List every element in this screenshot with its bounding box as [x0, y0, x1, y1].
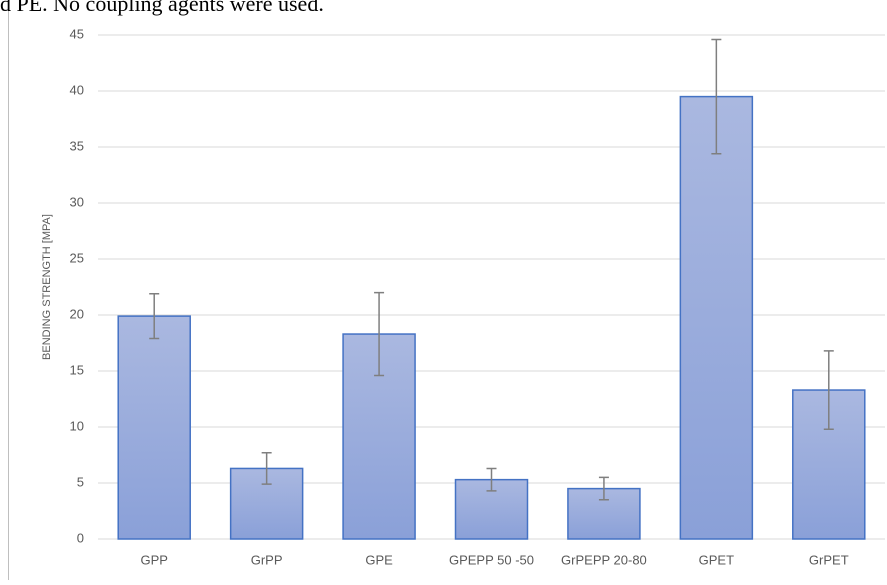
- y-tick-label: 45: [70, 26, 84, 41]
- y-tick-label: 10: [70, 418, 84, 433]
- y-tick-label: 25: [70, 250, 84, 265]
- error-bar: [823, 350, 834, 430]
- x-tick-label: GPET: [699, 552, 734, 567]
- text-above: d PE. No coupling agents were used.: [0, 0, 324, 16]
- y-tick-label: 0: [77, 530, 84, 545]
- x-tick-label: GrPET: [809, 552, 849, 567]
- bar: [679, 95, 754, 540]
- y-tick-label: 40: [70, 82, 84, 97]
- x-tick-label: GrPP: [251, 552, 283, 567]
- y-tick-label: 30: [70, 194, 84, 209]
- bar: [117, 315, 191, 540]
- error-bar: [149, 292, 160, 340]
- error-bar: [598, 476, 609, 501]
- y-tick-label: 35: [70, 138, 84, 153]
- y-tick-label: 20: [70, 306, 84, 321]
- y-tick-label: 5: [77, 474, 84, 489]
- x-tick-label: GrPEPP 20-80: [561, 552, 647, 567]
- error-bar: [711, 38, 722, 155]
- y-tick-label: 15: [70, 362, 84, 377]
- error-bar: [261, 452, 272, 485]
- x-tick-label: GPE: [365, 552, 393, 567]
- error-bar: [486, 467, 497, 492]
- x-tick-label: GPP: [140, 552, 167, 567]
- y-axis-label: BENDING STRENGTH [MPA]: [41, 214, 53, 360]
- x-tick-label: GPEPP 50 -50: [449, 552, 534, 567]
- error-bar: [374, 291, 385, 377]
